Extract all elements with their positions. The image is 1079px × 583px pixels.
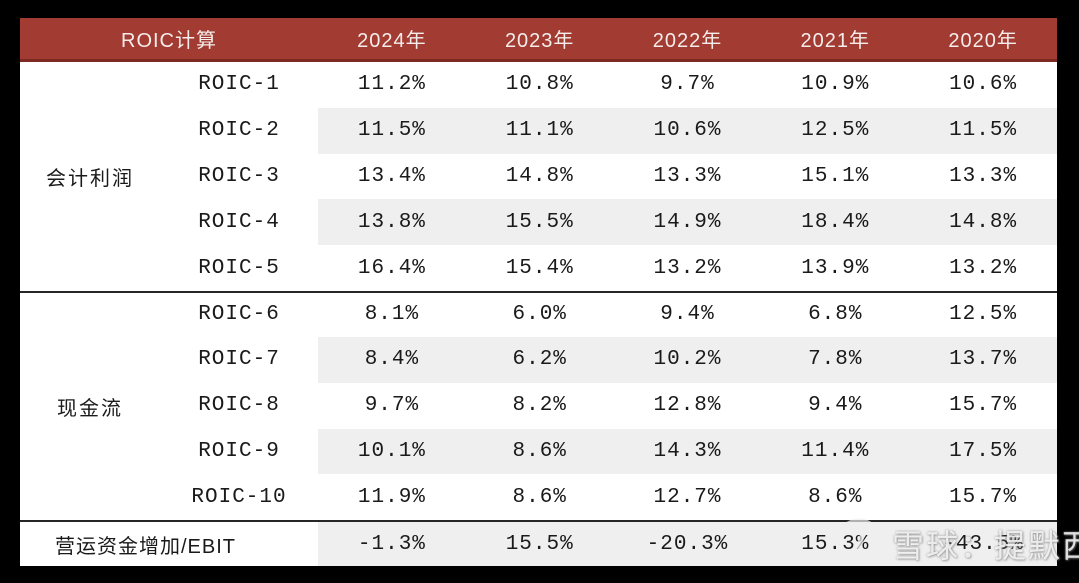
value-cell: 12.5%	[909, 291, 1057, 337]
value-cell: 13.9%	[801, 256, 870, 280]
value-cell: 13.2%	[653, 256, 722, 280]
value-cell: 8.6%	[512, 485, 567, 509]
row-label-roic-8: ROIC-8	[198, 394, 280, 418]
value-cell: 15.5%	[465, 199, 614, 246]
row-label-roic-10: ROIC-10	[191, 485, 287, 509]
row-label-roic-2: ROIC-2	[198, 119, 280, 143]
group-label-accounting-profit: 会计利润	[46, 168, 134, 191]
roic-table: ROIC计算 2024年 2023年 2022年 2021年 2020年 会计利…	[20, 18, 1057, 566]
value-cell: 15.1%	[801, 165, 870, 189]
row-label-roic-7: ROIC-7	[198, 348, 280, 372]
value-cell: 13.3%	[653, 165, 722, 189]
value-cell: 8.1%	[318, 291, 466, 337]
header-title: ROIC计算	[121, 30, 217, 52]
value-cell: 16.4%	[357, 256, 426, 280]
value-cell: 10.6%	[949, 73, 1018, 97]
row-label-roic-1: ROIC-1	[198, 73, 280, 97]
value-cell: 10.2%	[613, 336, 762, 383]
value-cell: 6.2%	[465, 336, 614, 383]
value-cell: 13.4%	[357, 165, 426, 189]
value-cell: 11.5%	[909, 107, 1057, 154]
value-cell: 6.8%	[761, 291, 910, 337]
value-cell: 13.7%	[909, 336, 1057, 383]
table-body: 会计利润 ROIC-1 11.2% 10.8% 9.7% 10.9% 10.6%…	[20, 62, 1057, 566]
value-cell: 11.4%	[761, 428, 910, 475]
value-cell: 11.1%	[465, 107, 614, 154]
header-year-2024: 2024年	[357, 30, 427, 52]
value-cell: 11.5%	[318, 107, 466, 154]
header-year-2022: 2022年	[652, 30, 723, 52]
value-cell: 9.4%	[613, 291, 762, 337]
value-cell: 18.4%	[761, 199, 910, 246]
value-cell: 6.0%	[465, 291, 614, 337]
row-label-working-capital-ebit: 营运资金增加/EBIT	[20, 520, 318, 566]
value-cell: 13.3%	[949, 165, 1018, 189]
value-cell: 14.8%	[505, 165, 574, 189]
value-cell: 13.2%	[949, 256, 1018, 280]
value-cell: 8.6%	[465, 428, 614, 475]
header-year-2021: 2021年	[800, 30, 871, 52]
value-cell: 14.8%	[909, 199, 1057, 246]
value-cell: 15.4%	[505, 256, 574, 280]
value-cell: 10.8%	[505, 73, 574, 97]
row-label-roic-4: ROIC-4	[198, 210, 280, 234]
value-cell: 10.6%	[613, 107, 762, 154]
value-cell: 11.2%	[357, 73, 426, 97]
value-cell: 12.7%	[653, 485, 722, 509]
header-year-2023: 2023年	[504, 30, 575, 52]
row-label-roic-6: ROIC-6	[160, 291, 318, 337]
value-cell: 9.4%	[808, 394, 863, 418]
value-cell: -43.5%	[909, 520, 1057, 566]
value-cell: 14.3%	[613, 428, 762, 475]
value-cell: 15.5%	[465, 520, 614, 566]
value-cell: 12.8%	[653, 394, 722, 418]
value-cell: 17.5%	[909, 428, 1057, 475]
table-header-row: ROIC计算 2024年 2023年 2022年 2021年 2020年	[20, 18, 1057, 62]
value-cell: 14.9%	[613, 199, 762, 246]
header-year-2020: 2020年	[948, 30, 1018, 52]
value-cell: -20.3%	[613, 520, 762, 566]
value-cell: 15.7%	[949, 485, 1018, 509]
value-cell: 15.3%	[761, 520, 910, 566]
row-label-roic-9: ROIC-9	[198, 439, 280, 463]
value-cell: 7.8%	[761, 336, 910, 383]
value-cell: 8.6%	[808, 485, 863, 509]
row-label-roic-3: ROIC-3	[198, 165, 280, 189]
value-cell: 15.7%	[949, 394, 1018, 418]
value-cell: 8.4%	[318, 336, 466, 383]
value-cell: 13.8%	[318, 199, 466, 246]
value-cell: 12.5%	[761, 107, 910, 154]
value-cell: 11.9%	[357, 485, 426, 509]
value-cell: 8.2%	[512, 394, 567, 418]
value-cell: 9.7%	[660, 73, 715, 97]
value-cell: 10.9%	[801, 73, 870, 97]
row-label-roic-5: ROIC-5	[198, 256, 280, 280]
value-cell: -1.3%	[318, 520, 466, 566]
value-cell: 10.1%	[318, 428, 466, 475]
value-cell: 9.7%	[364, 394, 420, 418]
group-label-cash-flow: 现金流	[20, 291, 160, 520]
